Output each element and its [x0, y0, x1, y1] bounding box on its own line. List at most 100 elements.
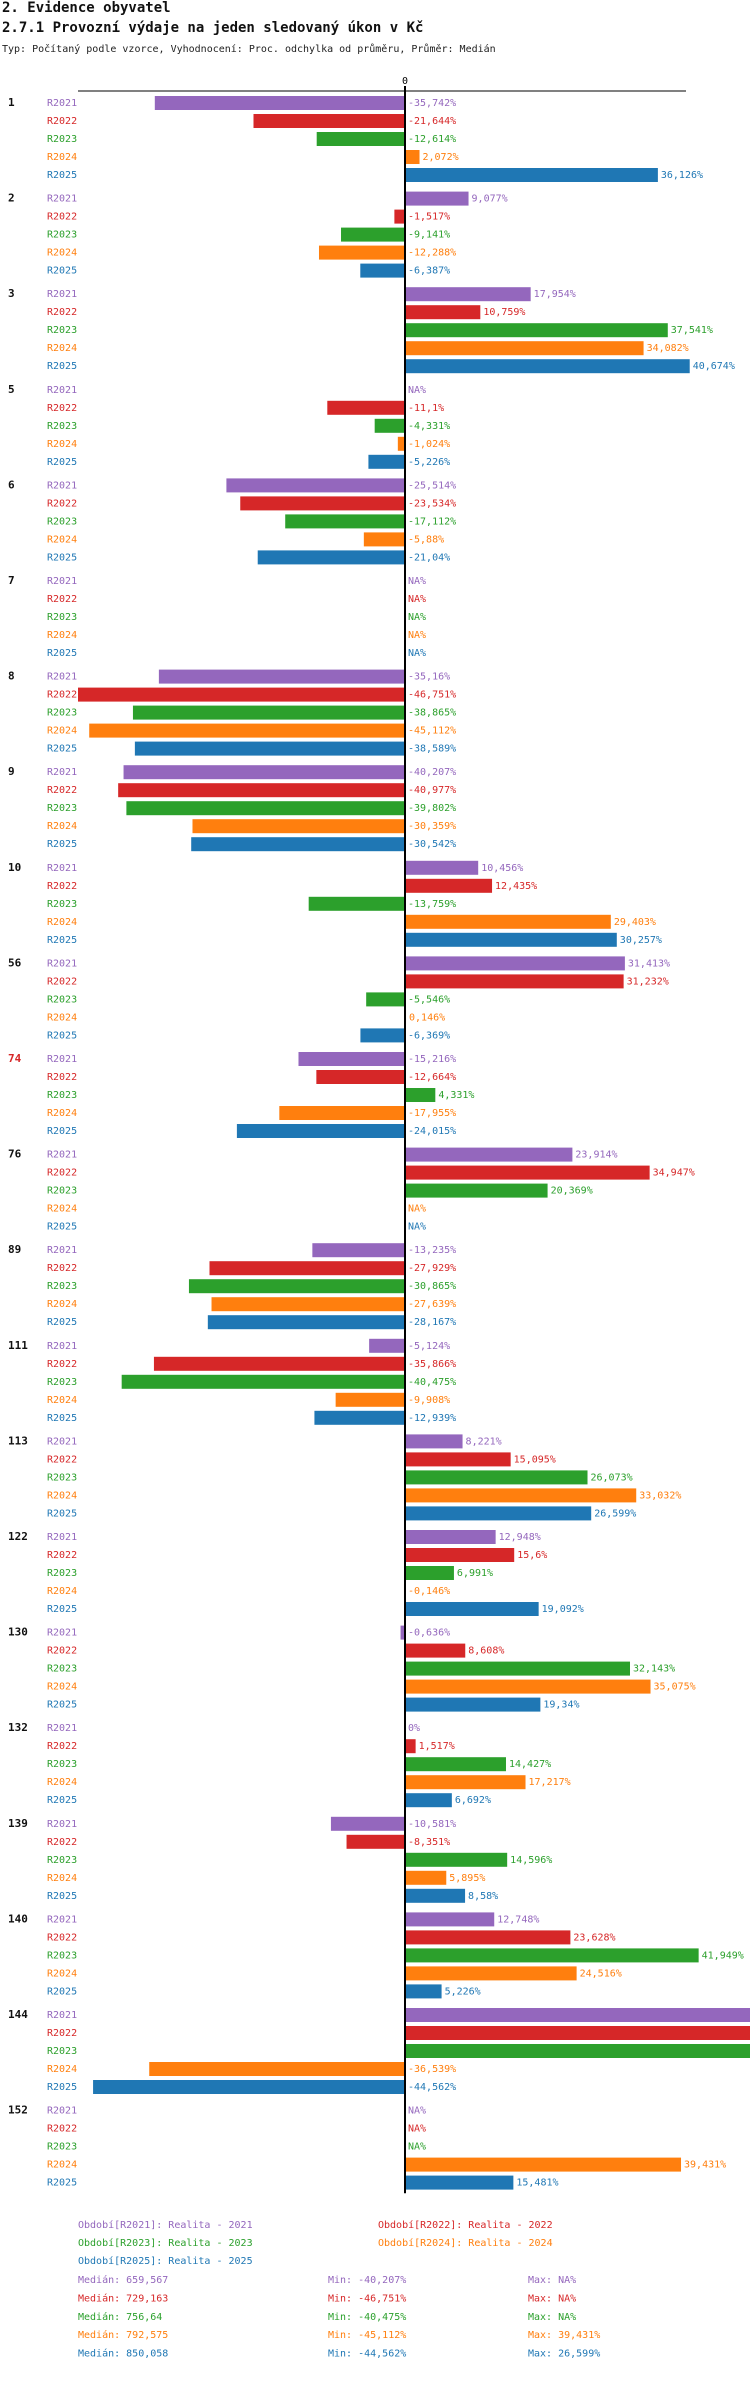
series-label-1-R2023: R2023	[47, 134, 77, 145]
value-label-7-R2025: NA%	[408, 648, 426, 659]
value-label-2-R2021: 9,077%	[472, 194, 508, 205]
series-label-3-R2024: R2024	[47, 343, 77, 354]
series-label-130-R2023: R2023	[47, 1664, 77, 1675]
value-label-130-R2024: 35,075%	[654, 1682, 696, 1693]
value-label-9-R2023: -39,802%	[408, 803, 456, 814]
bar-113-R2022	[405, 1452, 511, 1467]
series-label-7-R2024: R2024	[47, 630, 77, 641]
value-label-1-R2023: -12,614%	[408, 134, 456, 145]
value-label-56-R2025: -6,369%	[408, 1030, 450, 1041]
bar-10-R2024	[405, 914, 611, 929]
value-label-122-R2021: 12,948%	[499, 1532, 541, 1543]
bar-152-R2025	[405, 2175, 514, 2190]
series-label-1-R2022: R2022	[47, 116, 77, 127]
series-label-1-R2025: R2025	[47, 170, 77, 181]
bar-6-R2023	[285, 514, 405, 529]
group-label-2: 2	[8, 192, 15, 205]
series-label-10-R2021: R2021	[47, 863, 77, 874]
series-label-144-R2023: R2023	[47, 2046, 77, 2057]
legend-item-R2025: Období[R2025]: Realita - 2025	[78, 2255, 253, 2267]
series-label-9-R2025: R2025	[47, 839, 77, 850]
series-label-3-R2025: R2025	[47, 361, 77, 372]
bar-10-R2022	[405, 878, 493, 893]
value-label-122-R2024: -0,146%	[408, 1586, 450, 1597]
value-label-10-R2022: 12,435%	[495, 881, 537, 892]
series-label-140-R2023: R2023	[47, 1950, 77, 1961]
series-label-1-R2024: R2024	[47, 152, 77, 163]
value-label-130-R2022: 8,608%	[468, 1646, 504, 1657]
series-label-111-R2022: R2022	[47, 1359, 77, 1370]
bar-76-R2021	[405, 1147, 573, 1162]
series-label-8-R2025: R2025	[47, 744, 77, 755]
stat-max-R2023: Max: NA%	[528, 2312, 576, 2323]
value-label-8-R2022: -46,751%	[408, 690, 456, 701]
chart-title: 2.7.1 Provozní výdaje na jeden sledovaný…	[2, 20, 424, 36]
stat-min-R2021: Min: -40,207%	[328, 2275, 406, 2286]
value-label-9-R2021: -40,207%	[408, 767, 456, 778]
series-label-111-R2023: R2023	[47, 1377, 77, 1388]
series-label-140-R2022: R2022	[47, 1932, 77, 1943]
value-label-3-R2021: 17,954%	[534, 289, 576, 300]
value-label-113-R2024: 33,032%	[639, 1490, 681, 1501]
bar-122-R2023	[405, 1566, 454, 1580]
series-label-111-R2025: R2025	[47, 1413, 77, 1424]
bar-132-R2023	[405, 1757, 506, 1772]
value-label-132-R2025: 6,692%	[455, 1795, 491, 1806]
bar-3-R2021	[405, 287, 531, 302]
value-label-76-R2025: NA%	[408, 1222, 426, 1233]
bar-56-R2025	[360, 1028, 405, 1043]
series-label-144-R2021: R2021	[47, 2010, 77, 2021]
series-label-89-R2022: R2022	[47, 1263, 77, 1274]
group-label-113: 113	[8, 1434, 28, 1447]
stat-median-R2024: Medián: 792,575	[78, 2329, 168, 2341]
value-label-3-R2025: 40,674%	[693, 361, 735, 372]
value-label-8-R2024: -45,112%	[408, 726, 456, 737]
stat-min-R2025: Min: -44,562%	[328, 2349, 406, 2360]
series-label-5-R2024: R2024	[47, 439, 77, 450]
series-label-74-R2024: R2024	[47, 1108, 77, 1119]
value-label-89-R2021: -13,235%	[408, 1245, 456, 1256]
bar-5-R2023	[374, 418, 405, 433]
series-label-5-R2023: R2023	[47, 421, 77, 432]
bar-89-R2025	[207, 1315, 405, 1330]
stat-median-R2025: Medián: 850,058	[78, 2348, 168, 2360]
bar-9-R2024	[192, 819, 405, 834]
series-label-139-R2022: R2022	[47, 1837, 77, 1848]
bar-139-R2024	[405, 1870, 447, 1885]
value-label-56-R2022: 31,232%	[627, 976, 669, 987]
bar-2-R2022	[394, 209, 405, 224]
value-label-152-R2021: NA%	[408, 2106, 426, 2117]
value-label-152-R2023: NA%	[408, 2142, 426, 2153]
value-label-139-R2024: 5,895%	[449, 1873, 485, 1884]
value-label-6-R2025: -21,04%	[408, 552, 450, 563]
bar-8-R2021	[158, 669, 405, 684]
value-label-139-R2025: 8,58%	[468, 1891, 498, 1902]
value-label-6-R2024: -5,88%	[408, 534, 444, 545]
series-label-89-R2021: R2021	[47, 1245, 77, 1256]
value-label-8-R2021: -35,16%	[408, 672, 450, 683]
value-label-9-R2022: -40,977%	[408, 785, 456, 796]
value-label-10-R2025: 30,257%	[620, 935, 662, 946]
value-label-89-R2023: -30,865%	[408, 1281, 456, 1292]
value-label-140-R2022: 23,628%	[573, 1932, 615, 1943]
bar-113-R2025	[405, 1506, 592, 1521]
bar-132-R2025	[405, 1793, 452, 1808]
bar-3-R2025	[405, 359, 690, 374]
value-label-76-R2021: 23,914%	[575, 1150, 617, 1161]
bar-8-R2024	[89, 723, 405, 738]
value-label-6-R2022: -23,534%	[408, 498, 456, 509]
series-label-76-R2025: R2025	[47, 1222, 77, 1233]
bar-76-R2023	[405, 1183, 548, 1198]
value-label-3-R2022: 10,759%	[483, 307, 525, 318]
legend-item-R2024: Období[R2024]: Realita - 2024	[378, 2237, 553, 2249]
series-label-10-R2023: R2023	[47, 899, 77, 910]
value-label-140-R2024: 24,516%	[580, 1968, 622, 1979]
section-title: 2. Evidence obyvatel	[2, 0, 171, 16]
bar-10-R2021	[405, 860, 479, 875]
value-label-5-R2024: -1,024%	[408, 439, 450, 450]
series-label-152-R2025: R2025	[47, 2178, 77, 2189]
bar-5-R2025	[368, 454, 405, 469]
series-label-3-R2023: R2023	[47, 325, 77, 336]
bar-122-R2021	[405, 1530, 496, 1544]
value-label-144-R2025: -44,562%	[408, 2082, 456, 2093]
